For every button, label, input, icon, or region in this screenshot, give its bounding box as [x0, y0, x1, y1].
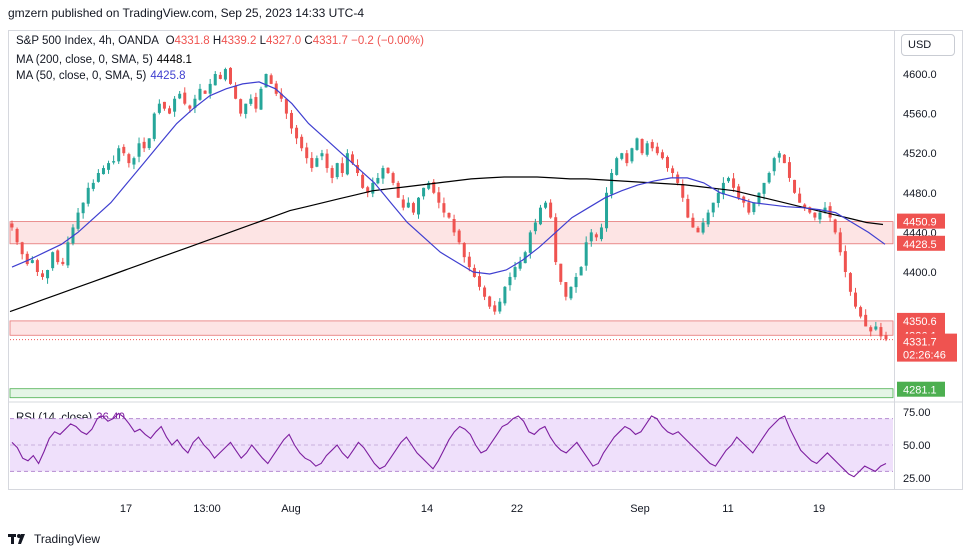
- time-tick-label: 14: [421, 503, 433, 515]
- time-tick-label: 17: [120, 503, 132, 515]
- price-axis-frame[interactable]: [895, 30, 963, 490]
- time-tick-label: Sep: [630, 503, 650, 515]
- time-tick-label: 19: [813, 503, 825, 515]
- chart-frame[interactable]: [8, 30, 895, 490]
- symbol-legend: S&P 500 Index, 4h, OANDA O4331.8 H4339.2…: [16, 35, 424, 47]
- ohlc-values: O4331.8 H4339.2 L4327.0 C4331.7 −0.2 (−0…: [165, 35, 424, 47]
- time-tick-label: 11: [722, 503, 733, 515]
- footer-brand: TradingView: [34, 532, 101, 546]
- tradingview-logo-icon: [8, 533, 28, 545]
- rsi-legend[interactable]: RSI (14, close) 36.40: [16, 412, 125, 424]
- symbol-name[interactable]: S&P 500 Index, 4h, OANDA: [16, 35, 159, 47]
- time-tick-label: Aug: [281, 503, 301, 515]
- time-tick-label: 22: [511, 503, 523, 515]
- currency-button[interactable]: USD: [901, 34, 955, 56]
- publish-info: gmzern published on TradingView.com, Sep…: [8, 6, 364, 20]
- ma200-legend[interactable]: MA (200, close, 0, SMA, 5) 4448.1: [16, 54, 192, 66]
- time-tick-label: 13:00: [193, 503, 221, 515]
- tradingview-footer[interactable]: TradingView: [8, 532, 100, 546]
- ma50-legend[interactable]: MA (50, close, 0, SMA, 5) 4425.8: [16, 70, 186, 82]
